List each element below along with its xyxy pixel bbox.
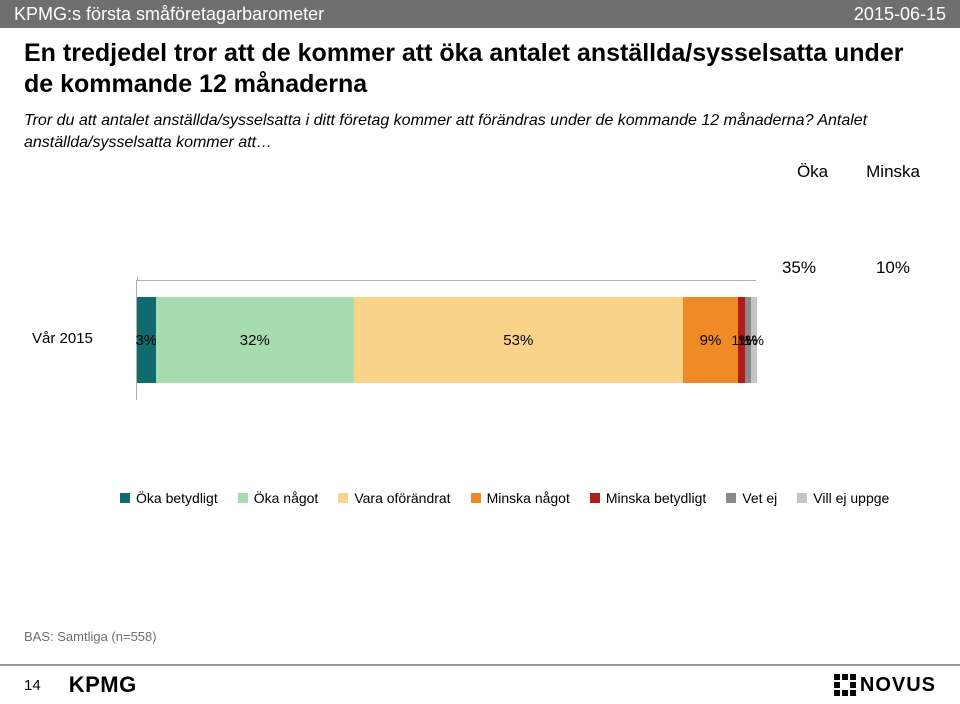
slide: KPMG:s första småföretagarbarometer 2015… — [0, 0, 960, 704]
segment-vara_oforandrat: 53% — [354, 297, 683, 383]
novus-dots-icon — [834, 674, 856, 696]
legend-label: Vet ej — [742, 490, 777, 506]
novus-logo: NOVUS — [834, 674, 936, 697]
legend-item: Minska något — [471, 490, 570, 506]
segment-label: 3% — [135, 332, 157, 349]
segment-label: 1% — [744, 332, 764, 348]
segment-label: 9% — [700, 332, 722, 349]
header-title: KPMG:s första småföretagarbarometer — [14, 4, 324, 25]
legend-swatch — [238, 493, 248, 503]
legend-label: Öka betydligt — [136, 490, 218, 506]
legend-label: Vara oförändrat — [354, 490, 450, 506]
legend-item: Vet ej — [726, 490, 777, 506]
legend-swatch — [338, 493, 348, 503]
legend-item: Öka något — [238, 490, 319, 506]
segment-label: 53% — [503, 332, 533, 349]
bar-frame: 3%32%53%9%1%1%1% — [136, 280, 756, 400]
summary-values: 35% 10% — [782, 258, 910, 278]
legend-item: Vill ej uppge — [797, 490, 889, 506]
col-label-minska: Minska — [866, 162, 920, 182]
col-label-oka: Öka — [797, 162, 828, 182]
footer-bar: 14 KPMG NOVUS — [0, 664, 960, 704]
legend-label: Vill ej uppge — [813, 490, 889, 506]
kpmg-logo: KPMG — [69, 672, 137, 698]
segment-oka_betydligt: 3% — [137, 297, 156, 383]
row-label: Vår 2015 — [32, 330, 93, 347]
legend-swatch — [590, 493, 600, 503]
header-bar: KPMG:s första småföretagarbarometer 2015… — [0, 0, 960, 28]
footer-left: 14 KPMG — [24, 672, 137, 698]
legend: Öka betydligt Öka något Vara oförändrat Min… — [120, 490, 880, 506]
summary-oka: 35% — [782, 258, 816, 278]
legend-swatch — [471, 493, 481, 503]
legend-swatch — [797, 493, 807, 503]
legend-label: Minska något — [487, 490, 570, 506]
novus-text: NOVUS — [860, 674, 936, 697]
column-labels: Öka Minska — [797, 162, 920, 182]
header-date: 2015-06-15 — [854, 4, 946, 25]
page-number: 14 — [24, 677, 41, 694]
title-area: En tredjedel tror att de kommer att öka … — [24, 38, 936, 101]
legend-item: Öka betydligt — [120, 490, 218, 506]
segment-oka_nagot: 32% — [156, 297, 354, 383]
chart: Vår 2015 3%32%53%9%1%1%1% — [32, 280, 928, 400]
question-text: Tror du att antalet anställda/sysselsatt… — [24, 110, 936, 153]
legend-swatch — [120, 493, 130, 503]
legend-label: Öka något — [254, 490, 319, 506]
subtitle-area: Tror du att antalet anställda/sysselsatt… — [24, 110, 936, 153]
bar-row: 3%32%53%9%1%1%1% — [137, 297, 757, 383]
segment-minska_nagot: 9% — [683, 297, 739, 383]
base-note: BAS: Samtliga (n=558) — [24, 629, 157, 644]
legend-label: Minska betydligt — [606, 490, 706, 506]
legend-item: Minska betydligt — [590, 490, 706, 506]
segment-label: 32% — [240, 332, 270, 349]
summary-minska: 10% — [876, 258, 910, 278]
page-title: En tredjedel tror att de kommer att öka … — [24, 38, 936, 101]
segment-vill_ej_uppge: 1% — [751, 297, 757, 383]
legend-swatch — [726, 493, 736, 503]
legend-item: Vara oförändrat — [338, 490, 450, 506]
